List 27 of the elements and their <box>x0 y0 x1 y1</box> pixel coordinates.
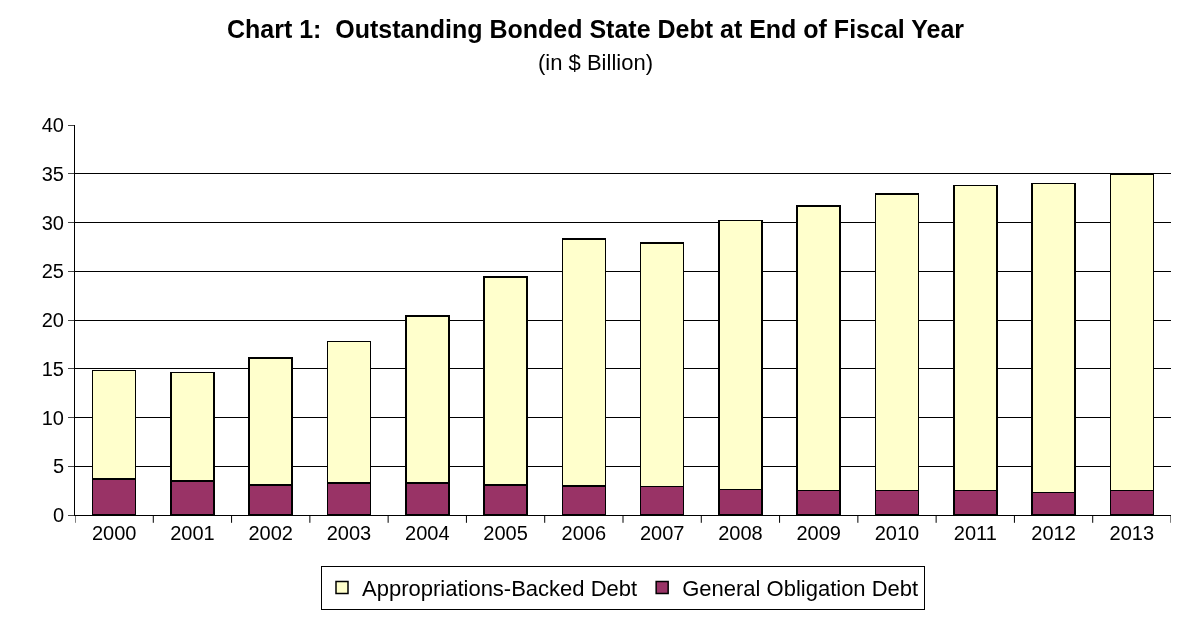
x-tick-label: 2013 <box>1109 522 1155 544</box>
legend-label: General Obligation Debt <box>682 576 919 602</box>
y-tick-label: 10 <box>41 406 64 429</box>
chart-subtitle: (in $ Billion) <box>538 50 653 75</box>
x-tick-label: 2011 <box>953 522 997 544</box>
x-tick-label: 2008 <box>718 522 763 544</box>
x-tick-label: 2005 <box>483 522 528 544</box>
x-tick-label: 2004 <box>405 522 450 544</box>
x-tick-label: 2002 <box>248 522 293 544</box>
y-tick-label: 25 <box>41 260 64 283</box>
y-tick-label: 20 <box>41 309 64 331</box>
x-tick-label: 2001 <box>170 522 215 544</box>
x-tick-label: 2007 <box>639 522 685 544</box>
y-tick-label: 40 <box>41 114 64 136</box>
x-tick-label: 2000 <box>91 522 137 544</box>
y-tick-label: 0 <box>52 504 64 526</box>
chart-title: Chart 1: Outstanding Bonded State Debt at End of Fiscal Year <box>226 14 965 43</box>
y-tick-label: 5 <box>52 455 64 478</box>
x-tick-label: 2010 <box>874 522 920 544</box>
x-tick-label: 2003 <box>326 522 372 544</box>
x-tick-label: 2006 <box>561 522 607 544</box>
y-tick-label: 30 <box>41 211 64 234</box>
x-tick-label: 2012 <box>1031 522 1076 544</box>
y-tick-label: 15 <box>41 357 64 380</box>
x-tick-label: 2009 <box>796 522 841 544</box>
legend-label: Appropriations-Backed Debt <box>362 576 638 602</box>
y-tick-label: 35 <box>41 162 64 185</box>
